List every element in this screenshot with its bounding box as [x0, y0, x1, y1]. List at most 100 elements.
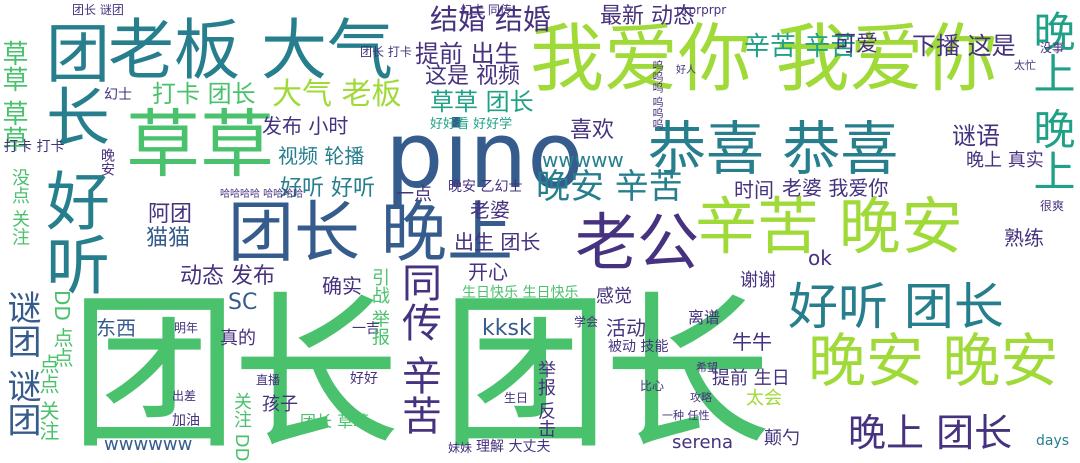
word-daka-tuanzhang: 打卡 团长 [152, 80, 256, 108]
word-zheshi-shipin: 这是 视频 [425, 64, 520, 89]
word-shengri: 生日快乐 生日快乐 [462, 285, 579, 301]
word-laogong: 老公 [575, 206, 700, 279]
word-beidong-jineng: 被动 技能 [608, 339, 669, 355]
word-wanan: 晚安 [99, 148, 115, 176]
word-serena: serena [672, 432, 733, 453]
word-caocao-tuanzhang: 草草 团长 [430, 88, 534, 116]
word-haoting-tuanzhang: 好听 团长 [788, 278, 1004, 336]
word-daka-daka: 打卡 打卡 [4, 139, 65, 155]
word-keai: 可爱 [834, 32, 879, 57]
word-sc: SC [228, 290, 258, 315]
word-days: days [1036, 433, 1070, 449]
word-pino: pino [385, 102, 584, 209]
word-shulian: 熟练 [1004, 226, 1044, 250]
word-prprprpr: prprprpr [676, 3, 727, 17]
word-jiayou: 加油 [172, 413, 200, 429]
word-diandian-guanzhu: 点点 关注 [36, 354, 60, 441]
word-yidian: 一点 [396, 184, 432, 205]
word-mituan: 谜团 谜团 [1, 290, 41, 437]
word-kaixin: 开心 [468, 260, 508, 284]
word-wuwuwu: 呜呜呜 呜呜呜 [651, 60, 664, 130]
word-huodong: 活动 [606, 316, 646, 340]
word-tongchuan-xinku: 同传 辛苦 [395, 262, 441, 435]
word-queshi: 确实 [322, 274, 362, 298]
word-xinku-wanan: 辛苦 晚安 [695, 190, 963, 263]
word-shengri-small: 生日 [504, 391, 529, 405]
word-xiabo: 下播 这是 [912, 32, 1016, 60]
word-tuanzhang-mituan: 团长 谜团 [72, 3, 124, 17]
word-haoren: 好人 [676, 65, 696, 76]
word-ok: ok [808, 246, 832, 270]
word-tuanzhang-caocao: 团长 草草 [300, 412, 370, 431]
word-huanshi-tongchuan: 幻士 同传 [460, 3, 512, 17]
word-haohaokan: 好好看 好好学 [430, 117, 513, 132]
word-xuehui: 学会 [574, 315, 599, 329]
word-fabu-xiaoshi: 发布 小时 [262, 114, 349, 138]
word-haohao: 好好 [350, 371, 378, 387]
word-chusheng-tuanzhang: 出生 团长 [454, 230, 541, 254]
word-yinzhan-jubao: 引战 举报 [369, 268, 390, 346]
word-meishi: 没事 [1040, 41, 1065, 55]
word-wanshang-wanshang: 晚上 晚上 [1027, 10, 1076, 192]
word-huanshi: 幻士 [104, 87, 132, 103]
word-ganjue: 感觉 [596, 286, 632, 307]
word-atuan: 阿团 [148, 202, 193, 227]
word-bixin: 比心 [640, 379, 665, 393]
word-boss: 老板 大气 [108, 12, 393, 89]
word-henshuang: 很爽 [1040, 199, 1065, 213]
word-yiji: 一吉 [352, 321, 380, 337]
word-hahaha: 哈哈哈哈 哈哈哈哈 [220, 189, 304, 200]
word-wanan-xinku: 晚安 辛苦 [536, 167, 683, 207]
word-wanshang-tuanzhang: 晚上 团长 [848, 411, 1013, 455]
word-taihui: 太会 [746, 388, 782, 409]
word-gongxi: 恭喜 恭喜 [648, 115, 899, 183]
word-団長-large: 团长 团长 [70, 276, 771, 463]
word-tiqian-shengri: 提前 生日 [712, 368, 790, 389]
word-wanan-wanan: 晚安 晚安 [808, 327, 1059, 395]
word-jubao-fanji: 举报 反击 [535, 360, 556, 438]
word-shipin-lunbo: 视频 轮播 [278, 144, 365, 168]
word-chuchai: 出差 [172, 389, 197, 403]
word-mingnian: 明年 [174, 321, 199, 335]
word-xiwang: 希望 [696, 361, 718, 374]
word-kksk: kksk [482, 316, 532, 341]
word-jiehun: 结婚 结婚 [430, 3, 551, 36]
word-xiexie: 谢谢 [740, 270, 776, 291]
word-wanan-yihuanshi: 晚安 乙幻士 [448, 179, 523, 195]
word-wwwww: wwwww [542, 148, 624, 172]
word-lijie-dazhangfu: 理解 大丈夫 [476, 439, 551, 455]
word-laopo-woaini: 老婆 我爱你 [782, 176, 889, 200]
word-haizi: 孩子 [262, 394, 298, 415]
word-laopo: 老婆 [470, 198, 510, 222]
word-zhibo: 直播 [256, 373, 281, 387]
word-miyu: 谜语 [952, 122, 1000, 150]
word-dongtai-fabu: 动态 发布 [180, 264, 275, 289]
word-tuanzhang-wanshang: 团长 晚上 [228, 194, 513, 271]
word-daqi-laoban: 大气 老板 [272, 77, 402, 112]
word-dd-diandian: DD 点点 [50, 290, 74, 368]
word-wwwwww: wwwwww [104, 434, 193, 455]
word-niuniu: 牛牛 [732, 330, 772, 354]
word-tuanzhang-haoting: 团长 好听 [35, 20, 109, 297]
word-xihuan: 喜欢 [570, 118, 615, 143]
word-zhende: 真的 [220, 328, 256, 349]
word-shijian: 时间 [734, 178, 774, 202]
word-guanzhu-dd: 关注 DD [231, 392, 252, 462]
word-haoting: 好听 好听 [280, 176, 375, 201]
word-wanshang-zhenshi: 晚上 真实 [966, 150, 1044, 171]
word-taimang: 太忙 [1014, 59, 1036, 72]
word-xinku-xinku: 辛苦 辛苦 [744, 32, 857, 62]
word-caocao-caocao: 草草 草草 [0, 40, 28, 153]
word-yizhong-renxing: 一种 任性 [662, 409, 710, 422]
word-woaini: 我爱你 我爱你 [530, 16, 998, 102]
word-meimei: 妹妹 [448, 441, 473, 455]
word-maomao: 猫猫 [146, 226, 191, 251]
word-dongxi: 东西 [96, 316, 136, 340]
word-dianshao: 颠勺 [764, 428, 800, 449]
word-meidian-guanzhu: 没点 关注 [9, 168, 30, 246]
word-zuixin-dongtai: 最新 动态 [600, 4, 695, 29]
word-lipu: 离谱 [688, 308, 721, 327]
word-gonglue: 攻略 [690, 391, 712, 404]
word-tiqian-chusheng: 提前 出生 [415, 40, 519, 68]
